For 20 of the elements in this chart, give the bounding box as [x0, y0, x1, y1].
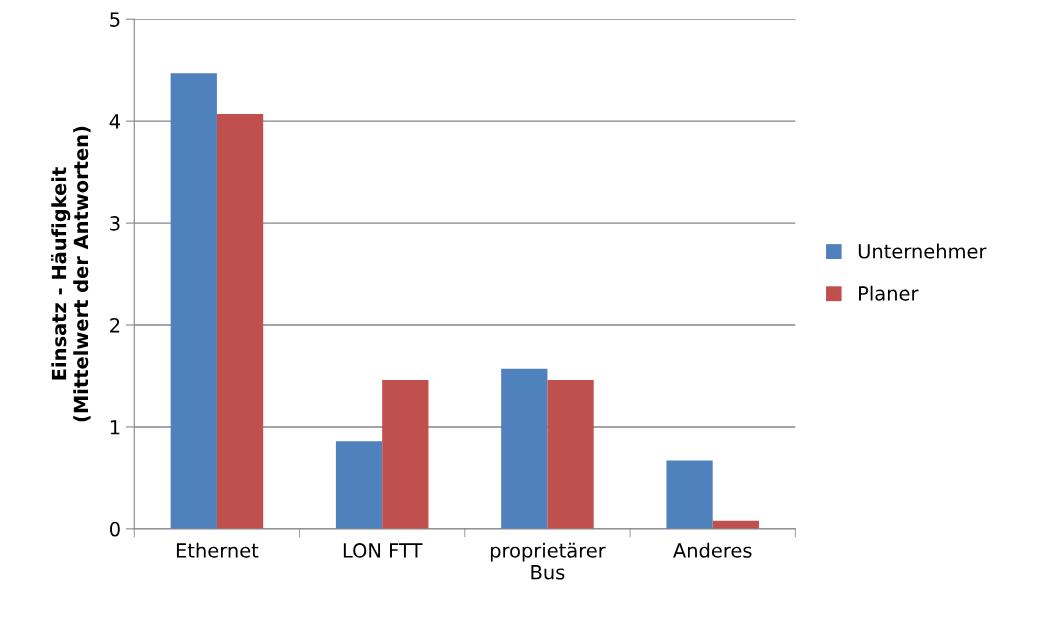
y-axis-title: Einsatz - Häufigkeit (Mittelwert der Antworten) [51, 126, 91, 422]
bar [170, 73, 217, 529]
y-tick-label: 2 [110, 317, 120, 333]
x-tick-label: LON FTT [343, 543, 423, 558]
bar [501, 368, 548, 529]
legend-label: Unternehmer [858, 243, 987, 259]
y-tick-label: 4 [109, 114, 120, 129]
y-tick-label: 5 [110, 12, 120, 27]
x-tick-label: Anderes [673, 542, 752, 558]
y-tick-label: 3 [110, 216, 120, 231]
bar [382, 380, 429, 529]
bar [666, 460, 713, 529]
legend-label: Planer [859, 285, 919, 301]
y-tick-label: 1 [110, 420, 120, 435]
y-tick-label: 0 [110, 521, 120, 537]
bar [216, 114, 264, 529]
x-tick-label: proprietärer Bus [490, 542, 606, 580]
bar [547, 380, 594, 529]
bar [335, 441, 383, 529]
x-tick-label: Ethernet [176, 542, 259, 558]
